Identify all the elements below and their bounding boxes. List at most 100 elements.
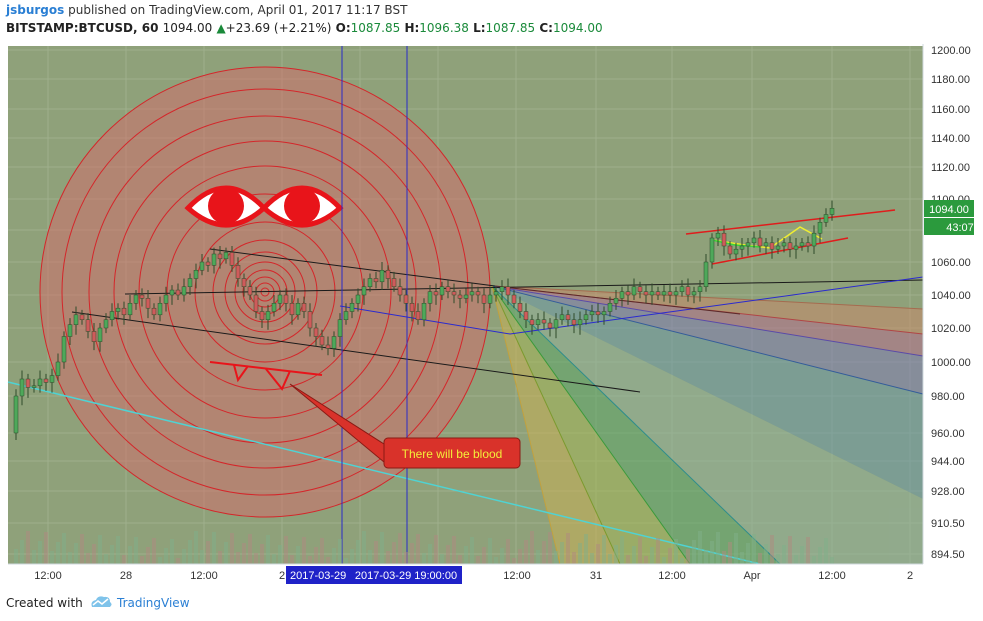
time-tick-label: 12:00: [34, 570, 62, 582]
volume-bar: [146, 547, 150, 564]
candle-body: [103, 319, 109, 329]
candle-body: [571, 319, 577, 325]
candle-body: [13, 395, 19, 434]
volume-bar: [440, 554, 444, 564]
candle-body: [127, 303, 133, 316]
price-tick-label: 1060.00: [931, 257, 971, 269]
volume-bar: [728, 542, 732, 564]
volume-bar: [362, 531, 366, 564]
candle-body: [823, 214, 829, 223]
candle-body: [775, 245, 781, 250]
volume-bar: [782, 545, 786, 564]
volume-bar: [230, 533, 234, 564]
open-label: O:: [335, 21, 351, 35]
volume-bar: [524, 540, 528, 564]
candle-body: [319, 336, 325, 346]
volume-bar: [104, 554, 108, 564]
symbol-label: BITSTAMP:BTCUSD, 60: [6, 21, 159, 35]
candle-body: [301, 303, 307, 312]
candle-body: [403, 294, 409, 304]
candle-body: [307, 311, 313, 329]
candle-body: [253, 294, 259, 312]
candle-body: [19, 378, 25, 397]
candle-body: [829, 208, 835, 215]
candle-body: [637, 286, 643, 292]
price-tick-label: 980.00: [931, 391, 965, 403]
candle-body: [553, 319, 559, 329]
volume-bar: [452, 536, 456, 564]
candle-body: [37, 378, 43, 387]
candle-body: [787, 242, 793, 250]
price-tick-label: 1140.00: [931, 133, 970, 145]
time-tick-label: 2: [279, 570, 285, 582]
candle-body: [247, 286, 253, 296]
volume-bar: [446, 545, 450, 564]
candle-body: [763, 242, 769, 247]
candle-body: [451, 291, 457, 296]
candle-body: [691, 291, 697, 296]
candle-body: [121, 307, 127, 316]
volume-bar: [746, 543, 750, 564]
volume-bar: [272, 554, 276, 564]
candle-body: [265, 311, 271, 320]
close-value: 1094.00: [552, 21, 603, 35]
volume-bar: [80, 534, 84, 564]
volume-bar: [158, 557, 162, 564]
price-tick-label: 1120.00: [931, 162, 970, 174]
volume-bar: [692, 540, 696, 564]
price-tick-label: 910.50: [931, 518, 965, 530]
candle-body: [511, 294, 517, 304]
volume-bar: [608, 554, 612, 564]
price-tick-label: 894.50: [931, 549, 965, 561]
candle-body: [559, 314, 565, 320]
footer: Created with TradingView: [0, 590, 983, 621]
volume-bar: [140, 556, 144, 564]
volume-bar: [344, 558, 348, 564]
volume-bar: [464, 546, 468, 564]
candle-body: [535, 319, 541, 325]
volume-bar: [128, 546, 132, 564]
volume-bar: [644, 556, 648, 564]
candle-body: [55, 361, 61, 376]
candle-body: [589, 311, 595, 316]
candle-body: [139, 294, 145, 299]
candle-body: [295, 303, 301, 316]
candle-body: [625, 291, 631, 296]
price-tick-label: 1160.00: [931, 104, 970, 116]
candle-body: [547, 322, 553, 329]
candle-body: [643, 291, 649, 296]
candle-body: [697, 286, 703, 292]
callout-annotation[interactable]: There will be blood: [289, 383, 521, 469]
price-axis[interactable]: [923, 44, 983, 564]
author-link[interactable]: jsburgos: [6, 3, 65, 17]
volume-bar: [494, 557, 498, 564]
candle-body: [361, 286, 367, 296]
volume-bar: [176, 558, 180, 564]
open-value: 1087.85: [350, 21, 401, 35]
price-chart[interactable]: There will be blood 1200.00 1180.00 1160.0…: [0, 44, 983, 590]
chart-header: jsburgos published on TradingView.com, A…: [0, 0, 983, 44]
candle-body: [43, 378, 49, 383]
volume-bar: [314, 547, 318, 564]
candle-body: [379, 270, 385, 283]
volume-bar: [752, 534, 756, 564]
volume-bar: [260, 544, 264, 564]
volume-bar: [320, 538, 324, 564]
volume-bar: [116, 536, 120, 564]
svg-text:2017-03-29 19:00:00: 2017-03-29 19:00:00: [355, 570, 457, 582]
candle-body: [31, 385, 37, 388]
published-text: published on TradingView.com, April 01, …: [68, 3, 408, 17]
volume-bar: [410, 543, 414, 564]
volume-bars: [14, 531, 834, 564]
volume-bar: [620, 536, 624, 564]
volume-bar: [248, 534, 252, 564]
volume-bar: [476, 556, 480, 564]
tradingview-brand-link[interactable]: TradingView: [117, 596, 190, 610]
ohlc-line: BITSTAMP:BTCUSD, 60 1094.00 ▲+23.69 (+2.…: [6, 21, 603, 35]
volume-bar: [170, 539, 174, 564]
volume-bar: [74, 543, 78, 564]
time-axis[interactable]: [0, 564, 983, 590]
candle-body: [229, 252, 235, 266]
tradingview-logo-icon[interactable]: [88, 593, 114, 611]
volume-bar: [338, 539, 342, 564]
